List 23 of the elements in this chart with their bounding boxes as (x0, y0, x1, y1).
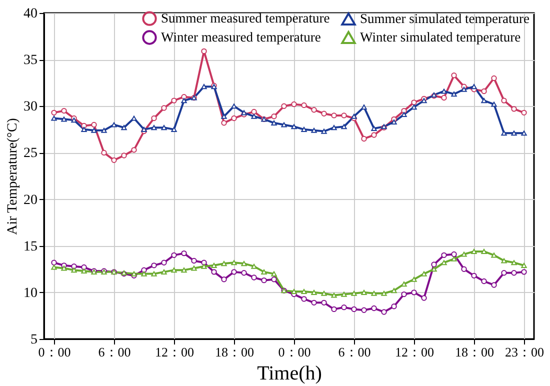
x-tick-label: 18：00 (215, 344, 254, 360)
x-tick-label: 6：00 (338, 344, 371, 360)
y-tick-label: 20 (24, 192, 38, 208)
x-tick-label: 0：00 (278, 344, 311, 360)
x-tick-label: 23：00 (505, 344, 544, 360)
y-axis-title: Air Temperature(°C) (6, 118, 20, 235)
x-tick-label: 12：00 (395, 344, 434, 360)
x-axis-title: Time(h) (257, 362, 322, 384)
y-tick-label: 30 (24, 100, 38, 115)
x-tick-label: 12：00 (155, 344, 194, 360)
legend-label: Winter simulated temperature (360, 30, 521, 44)
x-tick-label: 6：00 (98, 344, 131, 360)
y-tick-label: 25 (24, 146, 38, 162)
legend-label: Summer measured temperature (161, 10, 330, 26)
y-tick-label: 15 (24, 239, 38, 254)
y-tick-label: 10 (24, 286, 38, 301)
y-tick-label: 5 (30, 332, 38, 348)
x-tick-label: 0：00 (38, 344, 71, 360)
legend-label: Summer simulated temperature (360, 11, 530, 26)
y-tick-label: 40 (24, 6, 38, 22)
legend-label: Winter measured temperature (161, 30, 321, 44)
y-tick-label: 35 (24, 53, 38, 68)
x-tick-label: 18：00 (455, 344, 494, 360)
